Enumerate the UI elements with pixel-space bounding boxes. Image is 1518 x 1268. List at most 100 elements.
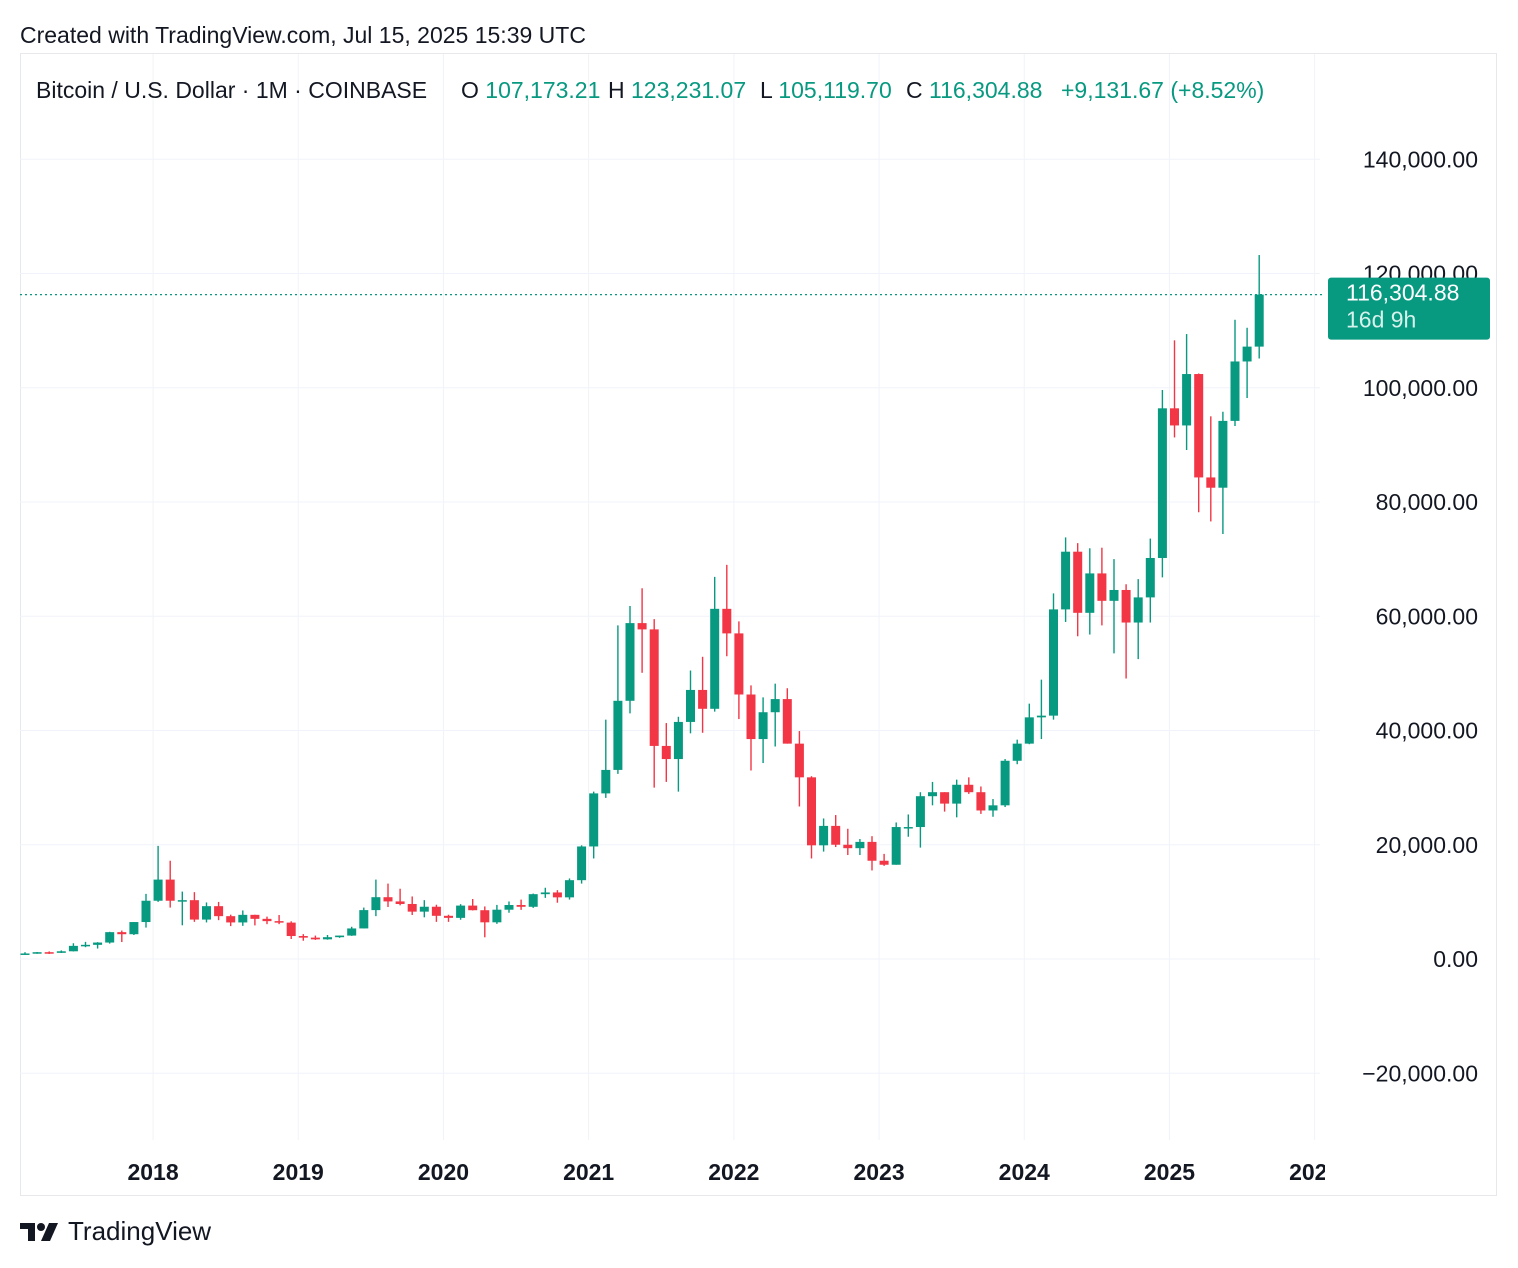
candle xyxy=(649,619,659,788)
candle xyxy=(347,926,357,936)
tradingview-logo[interactable]: TradingView xyxy=(20,1216,211,1247)
candle xyxy=(1121,584,1131,679)
candle xyxy=(20,952,30,955)
candle xyxy=(1049,593,1058,720)
candle xyxy=(407,896,417,916)
candle xyxy=(940,792,950,812)
candle-body xyxy=(1254,294,1264,347)
candle-body xyxy=(286,922,296,937)
candle xyxy=(32,951,42,954)
candle-body xyxy=(456,905,466,918)
candle-body xyxy=(202,906,211,920)
candle xyxy=(492,904,502,924)
candles xyxy=(20,255,1264,955)
candle xyxy=(359,907,369,929)
candle-body xyxy=(722,608,732,634)
candle xyxy=(698,656,708,733)
candle xyxy=(141,893,151,928)
candle xyxy=(528,893,538,908)
candle xyxy=(226,914,236,927)
y-tick-label: 140,000.00 xyxy=(1363,146,1478,172)
symbol-title[interactable]: Bitcoin / U.S. Dollar · 1M · COINBASE xyxy=(36,77,427,103)
open-label: O xyxy=(461,77,479,103)
candle-body xyxy=(492,909,502,923)
candle xyxy=(238,910,248,926)
candle-body xyxy=(56,951,66,953)
created-with-text: Created with TradingView.com, Jul 15, 20… xyxy=(20,22,586,48)
candle-body xyxy=(1145,557,1155,598)
candle-body xyxy=(1000,760,1010,806)
candle-body xyxy=(1085,573,1095,613)
candle-body xyxy=(516,905,526,907)
y-axis[interactable]: 140,000.00120,000.00100,000.0080,000.006… xyxy=(1362,146,1478,1086)
candle-body xyxy=(407,903,417,912)
candle xyxy=(879,853,889,866)
candle xyxy=(746,685,756,771)
candle xyxy=(117,930,127,943)
candle xyxy=(250,914,260,926)
candle xyxy=(189,892,199,922)
candle xyxy=(831,815,841,848)
candle xyxy=(637,588,647,673)
high-label: H xyxy=(608,77,625,103)
candle xyxy=(807,776,816,859)
last-price-value: 116,304.88 xyxy=(1346,280,1459,306)
candle xyxy=(286,921,296,940)
candle-body xyxy=(552,892,562,898)
candle xyxy=(44,951,54,954)
candle xyxy=(710,576,720,712)
candle-body xyxy=(940,792,950,804)
candle-body xyxy=(819,825,829,846)
candle xyxy=(891,822,901,865)
candle xyxy=(565,878,574,900)
last-price-badge-background xyxy=(1328,277,1490,340)
candle xyxy=(516,899,526,910)
candle-body xyxy=(431,906,441,916)
candle xyxy=(444,914,453,922)
open-value: 107,173.21 xyxy=(485,77,600,103)
candle-body xyxy=(855,841,865,849)
x-axis[interactable]: 2018 2019 2020 2021 2022 2023 2024 2025 2026 xyxy=(127,1150,1485,1190)
candle-body xyxy=(952,784,962,804)
candle-body xyxy=(323,937,332,940)
candle xyxy=(395,888,405,906)
candle xyxy=(552,890,562,903)
candle xyxy=(625,605,635,714)
candle xyxy=(988,799,998,817)
candle xyxy=(1182,334,1192,451)
candle xyxy=(928,781,937,806)
candle xyxy=(56,950,66,953)
candle xyxy=(1097,547,1107,626)
candle-body xyxy=(1182,374,1192,426)
candle-body xyxy=(577,846,587,881)
candle-body xyxy=(879,860,889,865)
x-tick-label: 2024 xyxy=(999,1159,1050,1185)
candle xyxy=(335,935,345,938)
candle xyxy=(310,935,320,940)
candle-body xyxy=(1036,715,1046,718)
change-value: +9,131.67 (+8.52%) xyxy=(1061,77,1264,103)
tradingview-logo-icon xyxy=(20,1222,58,1241)
candle xyxy=(129,922,139,936)
candle-body xyxy=(686,689,695,722)
candle xyxy=(1206,416,1216,522)
candle xyxy=(819,818,829,852)
candle-body xyxy=(770,699,780,713)
candle-body xyxy=(589,793,599,847)
candle xyxy=(964,777,974,794)
candle-body xyxy=(1024,717,1034,744)
candle-body xyxy=(782,699,792,744)
candle-body xyxy=(758,712,768,740)
candle-body xyxy=(310,937,320,940)
candle xyxy=(323,935,332,940)
candle-body xyxy=(468,905,478,911)
candle-body xyxy=(177,900,187,902)
candle xyxy=(855,839,865,856)
candle xyxy=(1194,373,1204,513)
candle-body xyxy=(928,792,937,797)
candle-body xyxy=(1170,408,1179,426)
candle-body xyxy=(117,932,127,935)
candle xyxy=(540,887,550,898)
candle-body xyxy=(504,905,514,910)
